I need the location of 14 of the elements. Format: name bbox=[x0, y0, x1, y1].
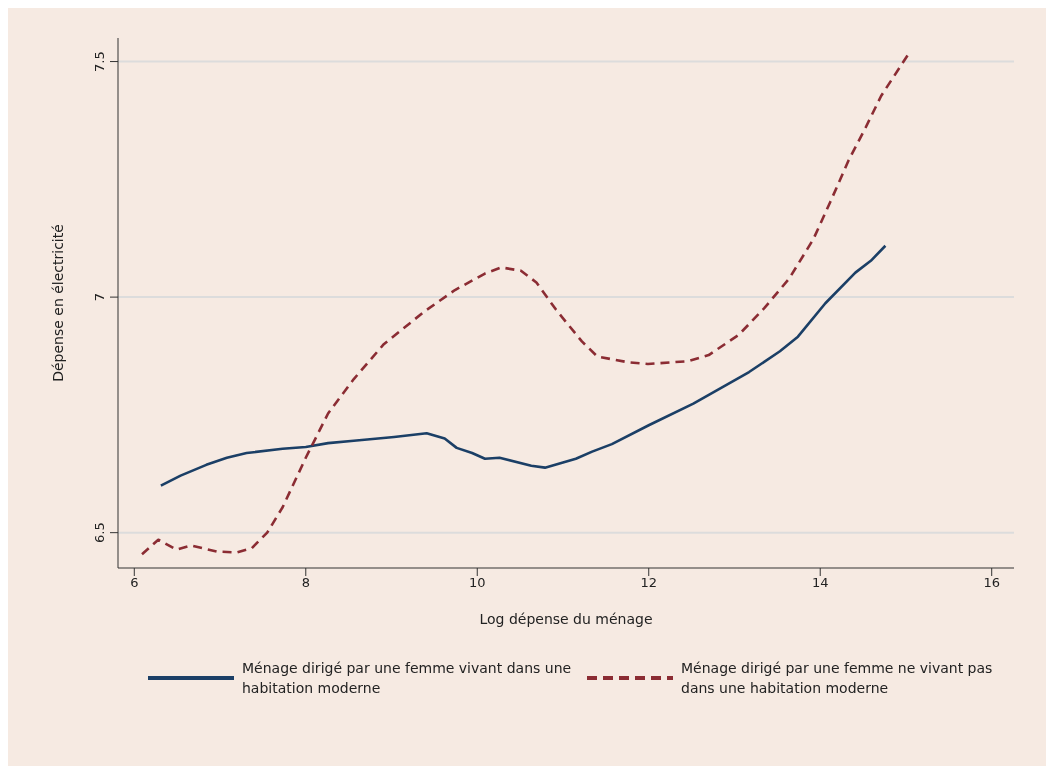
x-tick-label: 8 bbox=[301, 575, 310, 591]
x-tick-label: 16 bbox=[983, 575, 1000, 591]
x-axis-title: Log dépense du ménage bbox=[479, 611, 653, 627]
x-tick-label: 14 bbox=[811, 575, 829, 591]
x-tick-label: 12 bbox=[640, 575, 658, 591]
legend-label: Ménage dirigé par une femme ne vivant pas dans une habitation moderne bbox=[681, 659, 994, 698]
x-tick-label: 6 bbox=[130, 575, 139, 591]
legend-label: Ménage dirigé par une femme vivant dans une habitation moderne bbox=[242, 659, 573, 698]
y-tick-label: 7.5 bbox=[92, 51, 107, 72]
line-series bbox=[159, 244, 887, 487]
y-tick-label: 7 bbox=[92, 292, 107, 302]
y-axis-title: Dépense en électricité bbox=[49, 224, 66, 382]
y-tick-label: 6.5 bbox=[92, 522, 107, 544]
x-tick-label: 10 bbox=[468, 575, 486, 591]
